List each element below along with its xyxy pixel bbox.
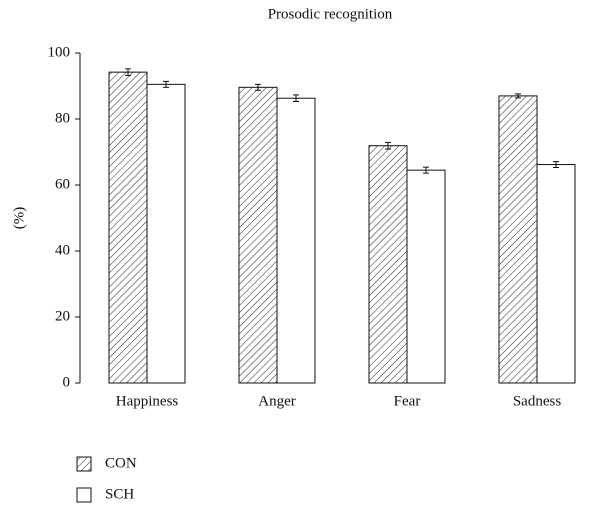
error-bar (125, 68, 131, 76)
bar (498, 95, 538, 384)
bar (276, 97, 316, 384)
y-tick-label: 80 (55, 110, 70, 126)
bar (146, 83, 186, 384)
error-bar (423, 166, 429, 174)
legend-swatch (76, 456, 92, 472)
chart-title: Prosodic recognition (268, 6, 393, 22)
bar (536, 164, 576, 384)
x-tick-label: Fear (394, 393, 421, 409)
y-tick-label: 20 (55, 308, 70, 324)
y-tick-label: 0 (63, 374, 71, 390)
error-bar (515, 93, 521, 99)
y-tick-label: 60 (55, 176, 70, 192)
error-bar (553, 161, 559, 169)
legend-swatch (76, 487, 92, 503)
legend-label: SCH (105, 486, 134, 502)
y-tick-label: 100 (48, 44, 71, 60)
error-bar (255, 83, 261, 91)
bar (108, 71, 148, 384)
bar (238, 86, 278, 384)
y-axis-label: (%) (11, 207, 27, 230)
error-bar (163, 80, 169, 88)
x-tick-label: Happiness (116, 393, 179, 409)
bar (406, 169, 446, 384)
x-tick-label: Sadness (513, 393, 561, 409)
x-tick-label: Anger (258, 393, 296, 409)
bar (368, 145, 408, 384)
error-bar (293, 94, 299, 103)
y-tick-label: 40 (55, 242, 70, 258)
error-bar (385, 141, 391, 150)
legend-label: CON (105, 455, 137, 471)
